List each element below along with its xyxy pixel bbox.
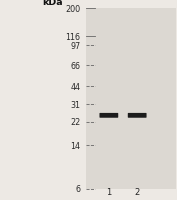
FancyBboxPatch shape xyxy=(99,113,118,118)
Text: 116: 116 xyxy=(65,32,81,41)
Text: kDa: kDa xyxy=(42,0,62,7)
Text: 22: 22 xyxy=(70,118,81,127)
Text: 2: 2 xyxy=(135,187,140,196)
Text: 31: 31 xyxy=(71,100,81,109)
Text: 44: 44 xyxy=(71,82,81,91)
Text: 66: 66 xyxy=(71,61,81,70)
Text: 6: 6 xyxy=(76,185,81,193)
Text: 200: 200 xyxy=(65,5,81,13)
FancyBboxPatch shape xyxy=(128,113,147,118)
Text: 97: 97 xyxy=(70,42,81,51)
Text: 1: 1 xyxy=(106,187,112,196)
Bar xyxy=(86,9,176,189)
Text: 14: 14 xyxy=(71,141,81,150)
